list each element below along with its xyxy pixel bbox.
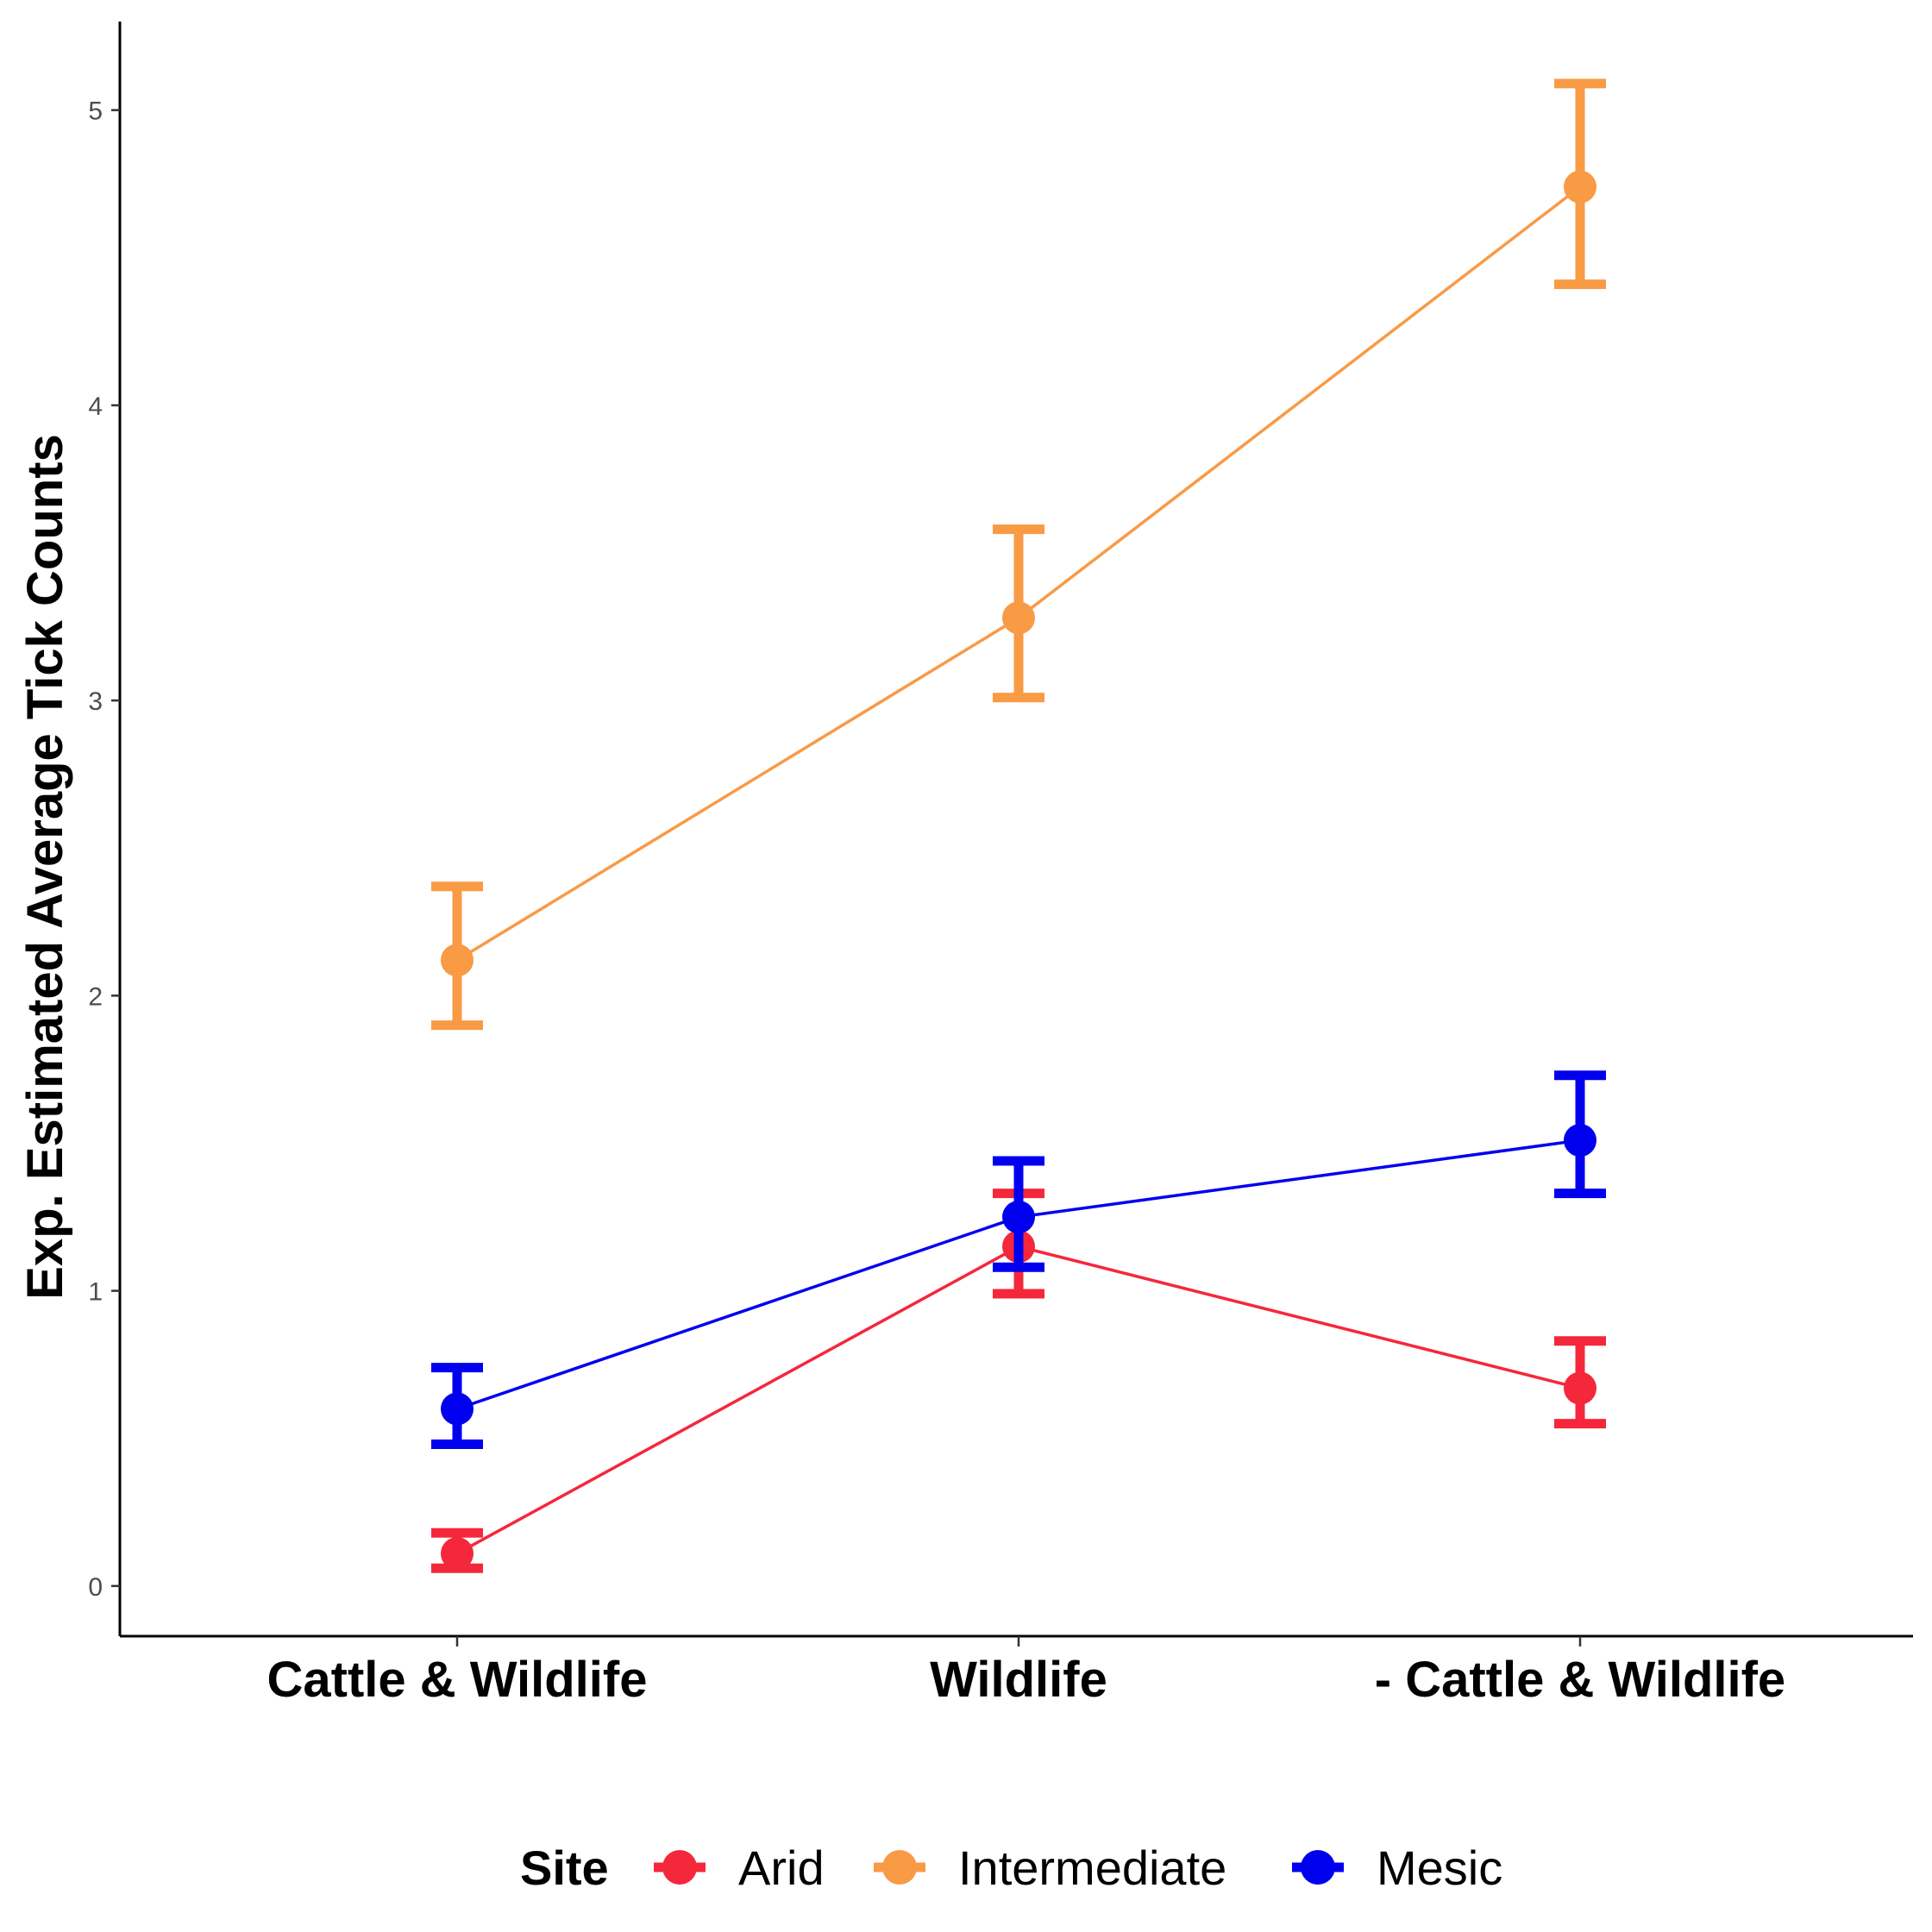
x-tick-label: Wildlife bbox=[930, 1652, 1107, 1708]
x-tick-label: - Cattle & Wildlife bbox=[1375, 1652, 1785, 1708]
legend: Site Arid Intermediate Mesic bbox=[520, 1841, 1502, 1895]
y-tick-label: 5 bbox=[88, 97, 103, 126]
legend-item-mesic: Mesic bbox=[1292, 1841, 1502, 1895]
legend-item-intermediate: Intermediate bbox=[874, 1841, 1226, 1895]
legend-item-arid: Arid bbox=[654, 1841, 825, 1895]
data-point-intermediate bbox=[441, 944, 474, 977]
data-point-intermediate bbox=[1002, 601, 1035, 635]
y-tick-label: 2 bbox=[88, 982, 103, 1011]
legend-key-intermediate bbox=[874, 1850, 925, 1885]
axes: 0 1 2 3 4 5 Cattle & Wildlife Wildlife - Cattle … bbox=[88, 22, 1913, 1708]
data-point-arid bbox=[1564, 1371, 1596, 1405]
legend-title: Site bbox=[520, 1841, 609, 1895]
y-tick-label: 0 bbox=[88, 1573, 103, 1602]
data-point-mesic bbox=[1002, 1201, 1035, 1234]
legend-label-intermediate: Intermediate bbox=[958, 1841, 1226, 1895]
x-tick-label: Cattle & Wildlife bbox=[267, 1652, 648, 1708]
legend-label-arid: Arid bbox=[738, 1841, 825, 1895]
series-mesic bbox=[431, 1070, 1606, 1450]
data-point-mesic bbox=[1564, 1124, 1596, 1157]
data-point-arid bbox=[441, 1537, 474, 1571]
y-tick-label: 3 bbox=[88, 687, 103, 716]
legend-key-mesic bbox=[1292, 1850, 1344, 1885]
y-tick-label: 4 bbox=[88, 392, 103, 421]
legend-label-mesic: Mesic bbox=[1377, 1841, 1502, 1895]
y-axis-title: Exp. Estimated Average Tick Counts bbox=[17, 434, 73, 1300]
data-point-mesic bbox=[441, 1392, 474, 1426]
data-point-intermediate bbox=[1564, 170, 1596, 204]
legend-key-arid bbox=[654, 1850, 706, 1885]
series-intermediate bbox=[431, 78, 1606, 1031]
plot-area bbox=[431, 78, 1606, 1573]
y-tick-label: 1 bbox=[88, 1278, 103, 1307]
